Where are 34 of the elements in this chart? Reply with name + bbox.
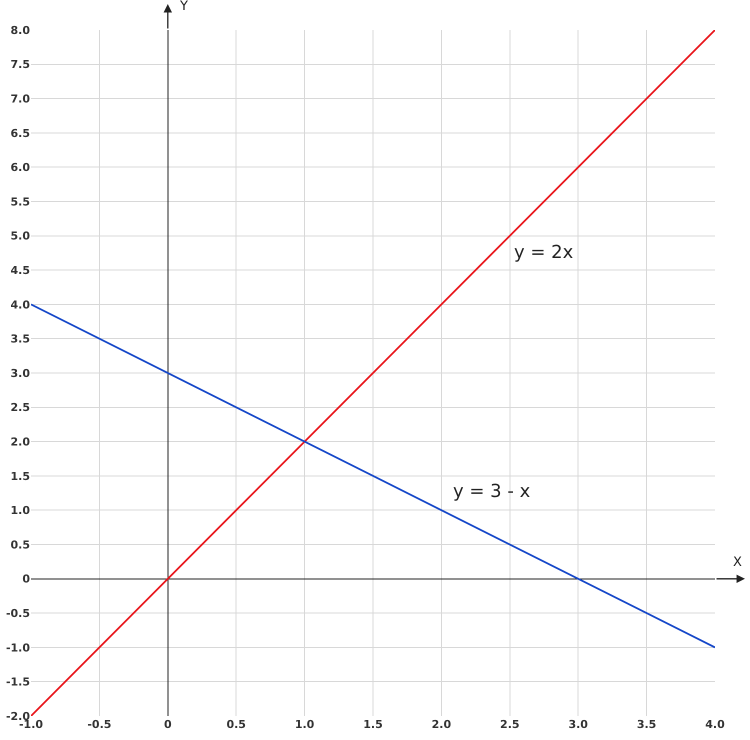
y-tick-label: 2.0: [10, 435, 30, 448]
x-tick-label: 2.5: [500, 718, 520, 731]
y-tick-label: 3.5: [10, 332, 30, 346]
x-tick-label: 1.0: [294, 718, 315, 731]
y-tick-label: -1.0: [6, 641, 30, 654]
y-tick-label: 4.0: [10, 298, 30, 312]
y-tick-label: 0.5: [10, 538, 30, 552]
x-tick-label: 1.5: [363, 718, 383, 731]
y-tick-label: 1.0: [10, 504, 30, 518]
y-tick-label: 3.0: [10, 366, 30, 380]
annotation: y = 2x: [514, 242, 574, 263]
y-tick-label: 6.5: [10, 126, 30, 140]
y-tick-label: 7.5: [10, 58, 30, 72]
x-tick-label: 3.5: [636, 718, 656, 731]
y-tick-label: 0: [22, 572, 30, 586]
y-tick-label: 1.5: [10, 470, 30, 483]
y-tick-label: -1.5: [6, 676, 30, 689]
y-tick-label: -0.5: [6, 606, 30, 620]
x-tick-label: 3.0: [568, 718, 588, 731]
y-tick-label: 5.5: [10, 195, 30, 208]
x-axis-title: X: [733, 555, 742, 570]
x-tick-label: 2.0: [432, 718, 452, 731]
y-tick-label: 6.0: [10, 161, 30, 174]
y-tick-label: 7.0: [10, 92, 30, 106]
x-tick-label: 4.0: [705, 718, 726, 731]
y-axis-title: Y: [179, 0, 188, 14]
y-tick-label: 2.5: [10, 401, 30, 414]
y-tick-label: 8.0: [10, 24, 30, 37]
x-tick-label: -0.5: [87, 718, 112, 731]
annotation: y = 3 - x: [453, 481, 531, 502]
y-tick-label: 5.0: [10, 230, 30, 243]
x-tick-label: 0.5: [226, 718, 246, 731]
x-tick-label: 0: [164, 718, 172, 731]
y-tick-label: 4.5: [10, 264, 30, 277]
